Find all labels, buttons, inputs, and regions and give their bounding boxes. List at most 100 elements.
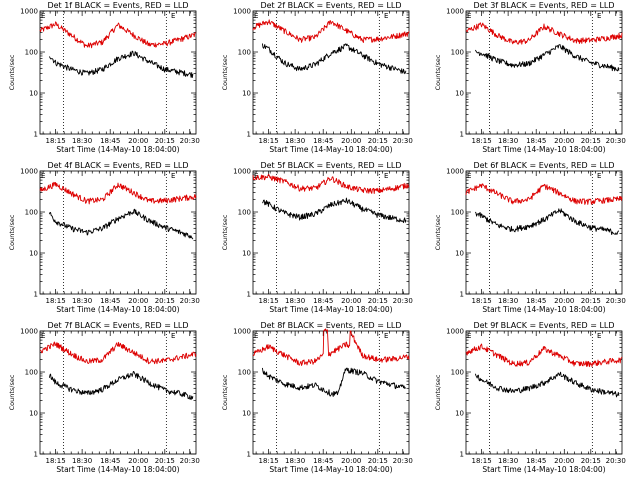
y-tick-label: 1 — [460, 131, 464, 139]
x-axis-label: Start Time (14-May-10 18:04:00) — [56, 145, 179, 154]
x-axis-label: Start Time (14-May-10 18:04:00) — [269, 305, 392, 314]
y-tick-label: 1 — [460, 451, 464, 459]
x-axis-label: Start Time (14-May-10 18:04:00) — [482, 305, 605, 314]
x-axis-label: Start Time (14-May-10 18:04:00) — [482, 465, 605, 474]
lld-series-line — [465, 22, 623, 45]
plot-frame — [39, 170, 197, 295]
marker-label: E — [467, 332, 471, 340]
x-tick-label: 18:15 — [472, 137, 492, 145]
y-tick-label: 1000 — [233, 328, 251, 336]
x-tick-label: 18:45 — [100, 457, 120, 465]
x-tick-label: 20:15 — [581, 297, 601, 305]
panel-6: Det 6f BLACK = Events, RED = LLD 1 10 100 10… — [434, 161, 626, 314]
y-axis-label: Counts/sec — [434, 374, 442, 410]
lld-series-line — [39, 21, 197, 49]
y-axis-label: Counts/sec — [221, 374, 229, 410]
x-tick-label: 20:30 — [180, 297, 200, 305]
x-tick-label: 18:30 — [285, 457, 305, 465]
y-tick-label: 1 — [34, 451, 38, 459]
marker-label: E — [254, 332, 258, 340]
marker-label: E — [384, 12, 388, 20]
events-series-line — [48, 50, 194, 78]
lld-series-line — [252, 19, 410, 43]
marker-label: E — [41, 12, 45, 20]
x-tick-label: 18:45 — [526, 297, 546, 305]
marker-label: E — [467, 12, 471, 20]
marker-label: E — [41, 332, 45, 340]
marker-label: E — [254, 12, 258, 20]
marker-label: E — [171, 172, 175, 180]
x-tick-label: 18:15 — [472, 297, 492, 305]
events-series-line — [261, 43, 407, 75]
lld-series-line — [465, 183, 623, 205]
y-tick-label: 1 — [34, 131, 38, 139]
x-tick-label: 20:00 — [554, 457, 574, 465]
events-series-line — [261, 367, 407, 397]
events-series-line — [48, 370, 194, 401]
x-tick-label: 20:30 — [606, 457, 626, 465]
y-tick-label: 100 — [238, 369, 251, 377]
x-tick-label: 20:30 — [393, 137, 413, 145]
y-tick-label: 10 — [29, 90, 38, 98]
y-tick-label: 100 — [451, 209, 464, 217]
y-tick-label: 1 — [247, 291, 251, 299]
x-tick-label: 20:15 — [368, 137, 388, 145]
panel-title: Det 7f BLACK = Events, RED = LLD — [47, 321, 188, 330]
x-tick-label: 20:15 — [155, 457, 175, 465]
x-tick-label: 18:15 — [259, 457, 279, 465]
y-tick-label: 1000 — [20, 168, 38, 176]
marker-label: E — [171, 12, 175, 20]
y-tick-label: 100 — [25, 209, 38, 217]
x-axis-label: Start Time (14-May-10 18:04:00) — [482, 145, 605, 154]
plot-frame — [465, 170, 623, 295]
x-tick-label: 18:45 — [313, 457, 333, 465]
panel-1: Det 1f BLACK = Events, RED = LLD 1 10 100 10… — [8, 1, 200, 154]
x-tick-label: 18:15 — [46, 297, 66, 305]
panel-title: Det 1f BLACK = Events, RED = LLD — [47, 1, 188, 10]
y-tick-label: 1 — [460, 291, 464, 299]
panel-title: Det 2f BLACK = Events, RED = LLD — [260, 1, 401, 10]
y-tick-label: 10 — [455, 250, 464, 258]
lld-series-line — [39, 341, 197, 365]
x-tick-label: 20:30 — [393, 457, 413, 465]
y-tick-label: 100 — [451, 369, 464, 377]
x-tick-label: 20:00 — [128, 137, 148, 145]
marker-label: E — [597, 332, 601, 340]
lld-series-line — [465, 343, 623, 368]
y-tick-label: 10 — [242, 90, 251, 98]
x-tick-label: 18:30 — [72, 457, 92, 465]
y-tick-label: 10 — [455, 410, 464, 418]
marker-label: E — [597, 172, 601, 180]
x-tick-label: 20:30 — [393, 297, 413, 305]
events-series-line — [262, 197, 407, 224]
y-axis-label: Counts/sec — [8, 214, 16, 250]
x-tick-label: 18:15 — [259, 137, 279, 145]
panel-title: Det 9f BLACK = Events, RED = LLD — [473, 321, 614, 330]
x-tick-label: 18:45 — [313, 137, 333, 145]
y-tick-label: 100 — [238, 49, 251, 57]
y-tick-label: 10 — [29, 250, 38, 258]
x-tick-label: 18:30 — [498, 297, 518, 305]
y-axis-label: Counts/sec — [221, 214, 229, 250]
y-tick-label: 1 — [247, 131, 251, 139]
x-tick-label: 18:45 — [526, 137, 546, 145]
panel-title: Det 5f BLACK = Events, RED = LLD — [260, 161, 401, 170]
plot-frame — [252, 170, 410, 295]
x-tick-label: 20:15 — [155, 297, 175, 305]
y-tick-label: 1000 — [446, 168, 464, 176]
x-tick-label: 20:15 — [368, 297, 388, 305]
y-tick-label: 100 — [451, 49, 464, 57]
x-tick-label: 20:30 — [606, 137, 626, 145]
panel-title: Det 4f BLACK = Events, RED = LLD — [47, 161, 188, 170]
x-tick-label: 20:30 — [180, 137, 200, 145]
x-tick-label: 20:00 — [341, 297, 361, 305]
x-tick-label: 20:00 — [554, 137, 574, 145]
x-tick-label: 18:45 — [100, 137, 120, 145]
panel-title: Det 6f BLACK = Events, RED = LLD — [473, 161, 614, 170]
x-tick-label: 18:30 — [498, 137, 518, 145]
plot-frame — [39, 10, 197, 135]
y-tick-label: 1000 — [446, 8, 464, 16]
lld-series-line — [252, 173, 410, 195]
x-tick-label: 18:15 — [259, 297, 279, 305]
